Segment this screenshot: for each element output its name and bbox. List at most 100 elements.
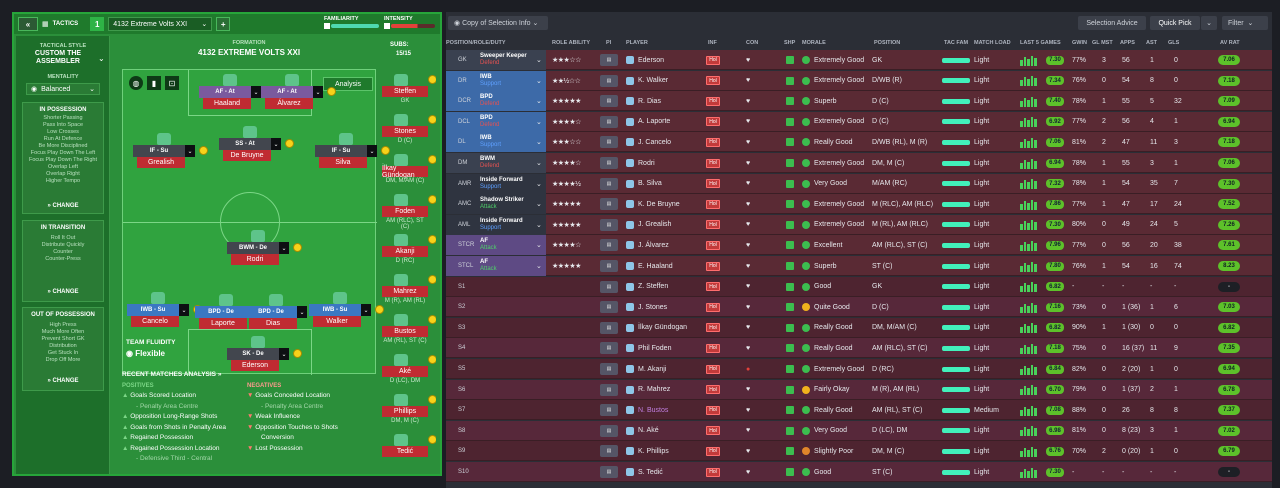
player-name[interactable]: S. Tedić [638,468,663,476]
pi-icon[interactable]: ▤ [600,441,618,461]
table-row[interactable]: DCR BPD Defend ⌄ ★★★★★ ▤ R. Dias Hol ♥ Superb D (C… [446,91,1272,112]
chevron-down-icon[interactable]: ⌄ [536,118,542,126]
role-duty-cell[interactable]: AF Attack [480,235,546,256]
table-row[interactable]: STCL AF Attack ⌄ ★★★★★ ▤ E. Haaland Hol ♥ Superb S… [446,256,1272,276]
column-header[interactable]: GL MST [1092,40,1113,46]
chevron-down-icon[interactable]: ⌄ [536,180,542,188]
table-row[interactable]: AMR Inside Forward Support ⌄ ★★★★½ ▤ B. Silva H… [446,173,1272,194]
pi-icon[interactable]: ▤ [600,71,618,91]
position-player-name[interactable]: Silva [319,157,367,168]
pi-icon[interactable]: ▤ [600,380,618,400]
pi-icon[interactable]: ▤ [600,91,618,111]
player-name[interactable]: A. Laporte [638,118,671,126]
pi-icon[interactable]: ▤ [600,256,618,276]
position-role[interactable]: BPD - De [245,306,297,318]
chevron-down-icon[interactable]: ⌄ [279,242,289,254]
filter-button[interactable]: Filter ⌄ [1222,16,1268,30]
position-player-name[interactable]: Cancelo [131,316,179,327]
out-of-possession-change-button[interactable]: » CHANGE [47,378,79,384]
player-name[interactable]: R. Mahrez [638,386,671,394]
table-row[interactable]: AMC Shadow Striker Attack ⌄ ★★★★★ ▤ K. De Bruy… [446,194,1272,215]
sub-instruction-icon[interactable] [428,75,436,84]
player-name[interactable]: K. Phillips [638,447,669,455]
in-transition-change-button[interactable]: » CHANGE [47,289,79,295]
pi-icon[interactable]: ▤ [600,338,618,358]
table-row[interactable]: S3 ▤ İlkay Gündogan Hol ♥ Really Good DM, M/AM… [446,317,1272,338]
position-role[interactable]: BPD - De [195,306,247,318]
chevron-down-icon[interactable]: ⌄ [536,160,542,167]
pitch-position[interactable]: SK - De ⌄ [227,348,289,360]
tactic-selector[interactable]: 4132 Extreme Volts XXI ⌄ [108,17,213,31]
sub-instruction-icon[interactable] [428,235,436,244]
position-player-name[interactable]: Laporte [199,318,247,329]
role-duty-cell[interactable]: Shadow Striker Attack [480,194,546,215]
pi-icon[interactable]: ▤ [600,359,618,379]
chevron-down-icon[interactable]: ⌄ [279,348,289,360]
chevron-down-icon[interactable]: ⌄ [313,86,323,98]
pi-icon[interactable]: ▤ [600,421,618,441]
pitch-position[interactable]: IF - Su ⌄ [315,145,377,157]
chevron-down-icon[interactable]: ⌄ [271,138,281,150]
quick-pick-chevron-icon[interactable]: ⌄ [1201,16,1217,30]
instruction-icon[interactable] [199,146,208,155]
chevron-down-icon[interactable]: ⌄ [536,139,542,147]
position-role[interactable]: SS - At [219,138,271,150]
position-player-name[interactable]: De Bruyne [223,150,271,161]
column-header[interactable]: TAC FAM [944,40,969,46]
role-duty-cell[interactable]: BPD Defend [480,91,546,112]
sub-player-name[interactable]: Stones [382,126,428,137]
position-role[interactable]: IF - Su [315,145,367,157]
pi-icon[interactable]: ▤ [600,318,618,338]
column-header[interactable]: AV RAT [1220,40,1240,46]
column-header[interactable]: PI [606,40,612,46]
chevron-down-icon[interactable]: ⌄ [536,201,542,209]
sub-instruction-icon[interactable] [428,435,436,444]
table-row[interactable]: DM BWM Defend ⌄ ★★★★☆ ▤ Rodri Hol ♥ Extremely Goo… [446,153,1272,173]
pitch-position[interactable]: SS - At ⌄ [219,138,281,150]
selection-advice-button[interactable]: Selection Advice [1078,16,1146,30]
chevron-down-icon[interactable]: ⌄ [297,306,307,318]
position-player-name[interactable]: Rodri [231,254,279,265]
copy-selection-dropdown[interactable]: ◉ Copy of Selection Info ⌄ [448,16,548,30]
table-row[interactable]: S5 ▤ M. Akanji Hol ● Extremely Good D (RC) Ligh… [446,359,1272,379]
in-possession-change-button[interactable]: » CHANGE [47,203,79,209]
role-duty-cell[interactable]: IWB Support [480,132,546,153]
player-name[interactable]: Rodri [638,159,655,167]
player-name[interactable]: İlkay Gündogan [638,324,688,332]
quick-pick-button[interactable]: Quick Pick [1150,16,1200,30]
player-name[interactable]: K. Walker [638,77,669,85]
player-name[interactable]: J. Grealish [638,221,672,229]
role-duty-cell[interactable]: Sweeper Keeper Defend [480,50,546,70]
chevron-down-icon[interactable]: ⌄ [361,304,371,316]
position-role[interactable]: IWB - Su [309,304,361,316]
position-role[interactable]: IF - Su [133,145,185,157]
pi-icon[interactable]: ▤ [600,50,618,70]
player-name[interactable]: J. Cancelo [638,138,672,146]
column-header[interactable]: GLS [1168,40,1180,46]
shirt-view-icon[interactable]: ⊡ [165,76,179,90]
formation-name[interactable]: 4132 EXTREME VOLTS XXI [197,48,301,57]
player-name[interactable]: Z. Steffen [638,283,669,291]
chevron-down-icon[interactable]: ⌄ [536,221,542,229]
pi-icon[interactable]: ▤ [600,153,618,173]
fluidity-value[interactable]: ◉ Flexible [126,349,166,358]
chevron-down-icon[interactable]: ⌄ [536,263,542,270]
chevron-down-icon[interactable]: ⌄ [536,57,542,64]
position-role[interactable]: IWB - Su [127,304,179,316]
player-name[interactable]: Ederson [638,56,665,64]
chevron-down-icon[interactable]: ⌄ [98,54,105,63]
role-duty-cell[interactable]: BPD Defend [480,111,546,132]
chevron-down-icon[interactable]: ⌄ [179,304,189,316]
column-header[interactable]: APPS [1120,40,1135,46]
player-name[interactable]: B. Silva [638,180,662,188]
player-name[interactable]: K. De Bruyne [638,200,680,208]
pi-icon[interactable]: ▤ [600,112,618,132]
role-duty-cell[interactable]: Inside Forward Support [480,214,546,235]
role-duty-cell[interactable]: BWM Defend [480,153,546,173]
add-tactic-button[interactable]: + [216,17,231,31]
chevron-down-icon[interactable]: ⌄ [536,98,542,106]
position-role[interactable]: AF - At [261,86,313,98]
pi-icon[interactable]: ▤ [600,215,618,235]
column-header[interactable]: ROLE ABILITY [552,40,590,46]
table-row[interactable]: S10 ▤ S. Tedić Hol ♥ Good ST (C) Light 7.30- - - - -… [446,462,1272,482]
